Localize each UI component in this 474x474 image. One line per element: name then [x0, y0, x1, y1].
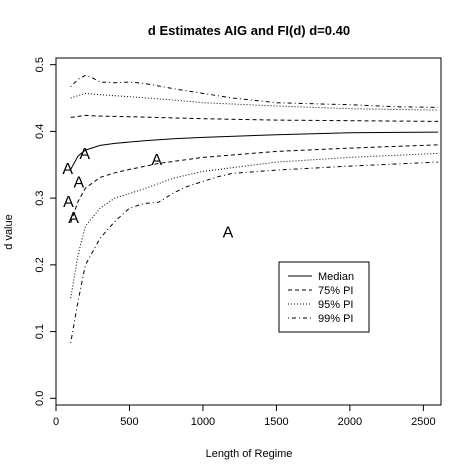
legend-label: 99% PI	[318, 313, 353, 325]
y-tick-label: 0.1	[34, 324, 46, 339]
y-axis: 0.0 0.1 0.2 0.3 0.4 0.5	[34, 57, 56, 406]
annotation-label: A	[73, 174, 84, 191]
y-axis-label: d value	[3, 214, 15, 249]
series-line-dotdash	[70, 161, 439, 343]
series-line-dotted	[70, 152, 439, 299]
series-line-solid	[70, 131, 439, 170]
legend-label: 95% PI	[318, 299, 353, 311]
x-tick-label: 500	[120, 416, 138, 428]
y-tick-label: 0.0	[34, 391, 46, 406]
series-line-dashed	[70, 114, 439, 122]
series-line-dotdash	[70, 74, 439, 108]
annotation-label: A	[151, 152, 162, 169]
x-tick-label: 1500	[264, 416, 288, 428]
annotation-label: A	[63, 194, 74, 211]
x-tick-label: 0	[53, 416, 59, 428]
series-layer	[70, 74, 439, 343]
y-tick-label: 0.2	[34, 257, 46, 272]
annotation-label: A	[223, 225, 234, 242]
x-tick-label: 2500	[411, 416, 435, 428]
x-axis-label: Length of Regime	[206, 448, 293, 460]
legend-label: 75% PI	[318, 285, 353, 297]
series-line-dashed	[70, 144, 439, 223]
annotation-label: A	[79, 146, 90, 163]
series-line-dotted	[70, 92, 439, 111]
plot-frame	[55, 57, 442, 406]
x-tick-label: 2000	[338, 416, 362, 428]
annotation-label: A	[62, 161, 73, 178]
annotation-label: A	[68, 210, 79, 227]
y-tick-label: 0.4	[34, 124, 46, 139]
legend: Median 75% PI 95% PI 99% PI	[278, 261, 370, 333]
legend-label: Median	[318, 271, 354, 283]
legend-box	[278, 261, 370, 333]
y-tick-label: 0.3	[34, 190, 46, 205]
y-tick-label: 0.5	[34, 57, 46, 72]
x-tick-label: 1000	[191, 416, 215, 428]
x-axis: 0 500 1000 1500 2000 2500	[53, 405, 436, 428]
chart-title: d Estimates AIG and FI(d) d=0.40	[148, 23, 350, 38]
